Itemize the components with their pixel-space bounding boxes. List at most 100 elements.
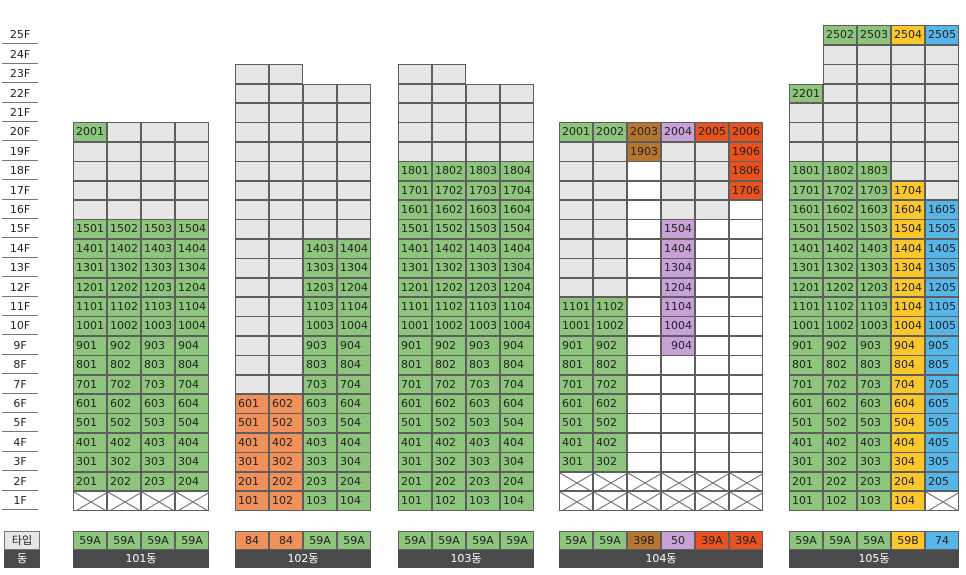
unit-cell: 304	[500, 452, 534, 473]
unit-cell: 302	[107, 452, 141, 473]
unit-cell: 1401	[73, 238, 107, 259]
unit-cell: 1505	[925, 219, 959, 240]
unit-type-tag: 59A	[466, 531, 500, 550]
unit-cell: 1402	[432, 238, 466, 259]
unit-cell: 1304	[891, 258, 925, 279]
empty-cell	[661, 141, 695, 162]
empty-cell	[337, 180, 371, 201]
unavailable-cell	[729, 491, 763, 511]
unit-cell: 1703	[857, 180, 891, 201]
unit-cell: 503	[857, 413, 891, 434]
unit-cell: 101	[789, 491, 823, 511]
empty-cell	[175, 141, 209, 162]
empty-cell	[235, 161, 269, 182]
empty-cell	[269, 355, 303, 376]
unit-cell: 903	[857, 335, 891, 356]
unit-cell: 1903	[627, 141, 661, 162]
unit-cell: 701	[789, 374, 823, 395]
unit-cell: 1404	[500, 238, 534, 259]
empty-cell	[303, 141, 337, 162]
empty-cell	[695, 413, 729, 434]
unit-cell: 1104	[500, 297, 534, 317]
unit-cell: 1301	[73, 258, 107, 279]
unit-cell: 303	[141, 452, 175, 473]
unit-cell: 1101	[789, 297, 823, 317]
unit-cell: 1604	[500, 200, 534, 220]
empty-cell	[337, 219, 371, 240]
unit-type-tag: 84	[235, 531, 269, 550]
unit-cell: 1401	[398, 238, 432, 259]
unit-cell: 804	[175, 355, 209, 376]
unit-cell: 1104	[337, 297, 371, 317]
unit-type-tag: 74	[925, 531, 959, 550]
unit-cell: 1001	[398, 316, 432, 337]
unit-cell: 804	[500, 355, 534, 376]
unit-cell: 601	[235, 394, 269, 414]
unit-cell: 502	[593, 413, 627, 434]
unit-cell: 905	[925, 335, 959, 356]
empty-cell	[141, 161, 175, 182]
unit-cell: 802	[432, 355, 466, 376]
unavailable-cell	[175, 491, 209, 511]
unit-cell: 402	[432, 432, 466, 453]
unit-cell: 1204	[661, 277, 695, 298]
empty-cell	[432, 122, 466, 143]
unit-cell: 703	[857, 374, 891, 395]
empty-cell	[823, 122, 857, 143]
unit-type-tag: 59A	[559, 531, 593, 550]
unit-cell: 1103	[141, 297, 175, 317]
unit-cell: 302	[269, 452, 303, 473]
unit-cell: 1803	[857, 161, 891, 182]
unit-cell: 2004	[661, 122, 695, 143]
unit-cell: 1104	[661, 297, 695, 317]
unit-cell: 1304	[337, 258, 371, 279]
unit-cell: 1003	[303, 316, 337, 337]
empty-cell	[337, 141, 371, 162]
legend-dong-label: 동	[4, 550, 40, 568]
unit-cell: 904	[175, 335, 209, 356]
unit-cell: 2201	[789, 83, 823, 104]
empty-cell	[593, 219, 627, 240]
empty-cell	[593, 161, 627, 182]
empty-cell	[627, 413, 661, 434]
unit-cell: 1302	[107, 258, 141, 279]
unit-type-tag: 59A	[857, 531, 891, 550]
unit-cell: 103	[857, 491, 891, 511]
unit-cell: 101	[235, 491, 269, 511]
floor-label: 21F	[2, 103, 38, 122]
unit-cell: 1402	[107, 238, 141, 259]
unit-cell: 602	[593, 394, 627, 414]
empty-cell	[661, 394, 695, 414]
empty-cell	[398, 83, 432, 104]
unit-cell: 502	[823, 413, 857, 434]
unit-cell: 605	[925, 394, 959, 414]
empty-cell	[269, 122, 303, 143]
unit-type-tag: 39B	[627, 531, 661, 550]
empty-cell	[269, 316, 303, 337]
empty-cell	[235, 122, 269, 143]
empty-cell	[235, 277, 269, 298]
empty-cell	[695, 277, 729, 298]
floor-label: 2F	[2, 472, 38, 491]
unit-cell: 1602	[823, 200, 857, 220]
unit-cell: 1504	[175, 219, 209, 240]
unit-cell: 1203	[303, 277, 337, 298]
floor-label: 5F	[2, 413, 38, 433]
unit-cell: 1003	[857, 316, 891, 337]
empty-cell	[695, 161, 729, 182]
unit-cell: 802	[593, 355, 627, 376]
empty-cell	[141, 200, 175, 220]
unit-cell: 602	[107, 394, 141, 414]
unit-cell: 703	[466, 374, 500, 395]
unit-cell: 403	[303, 432, 337, 453]
unit-type-tag: 59A	[73, 531, 107, 550]
unit-cell: 501	[73, 413, 107, 434]
unit-cell: 604	[891, 394, 925, 414]
unit-cell: 1604	[891, 200, 925, 220]
unit-cell: 1204	[500, 277, 534, 298]
unit-cell: 1001	[73, 316, 107, 337]
empty-cell	[627, 374, 661, 395]
unit-cell: 1405	[925, 238, 959, 259]
dong-label: 101동	[73, 550, 209, 568]
unit-cell: 505	[925, 413, 959, 434]
